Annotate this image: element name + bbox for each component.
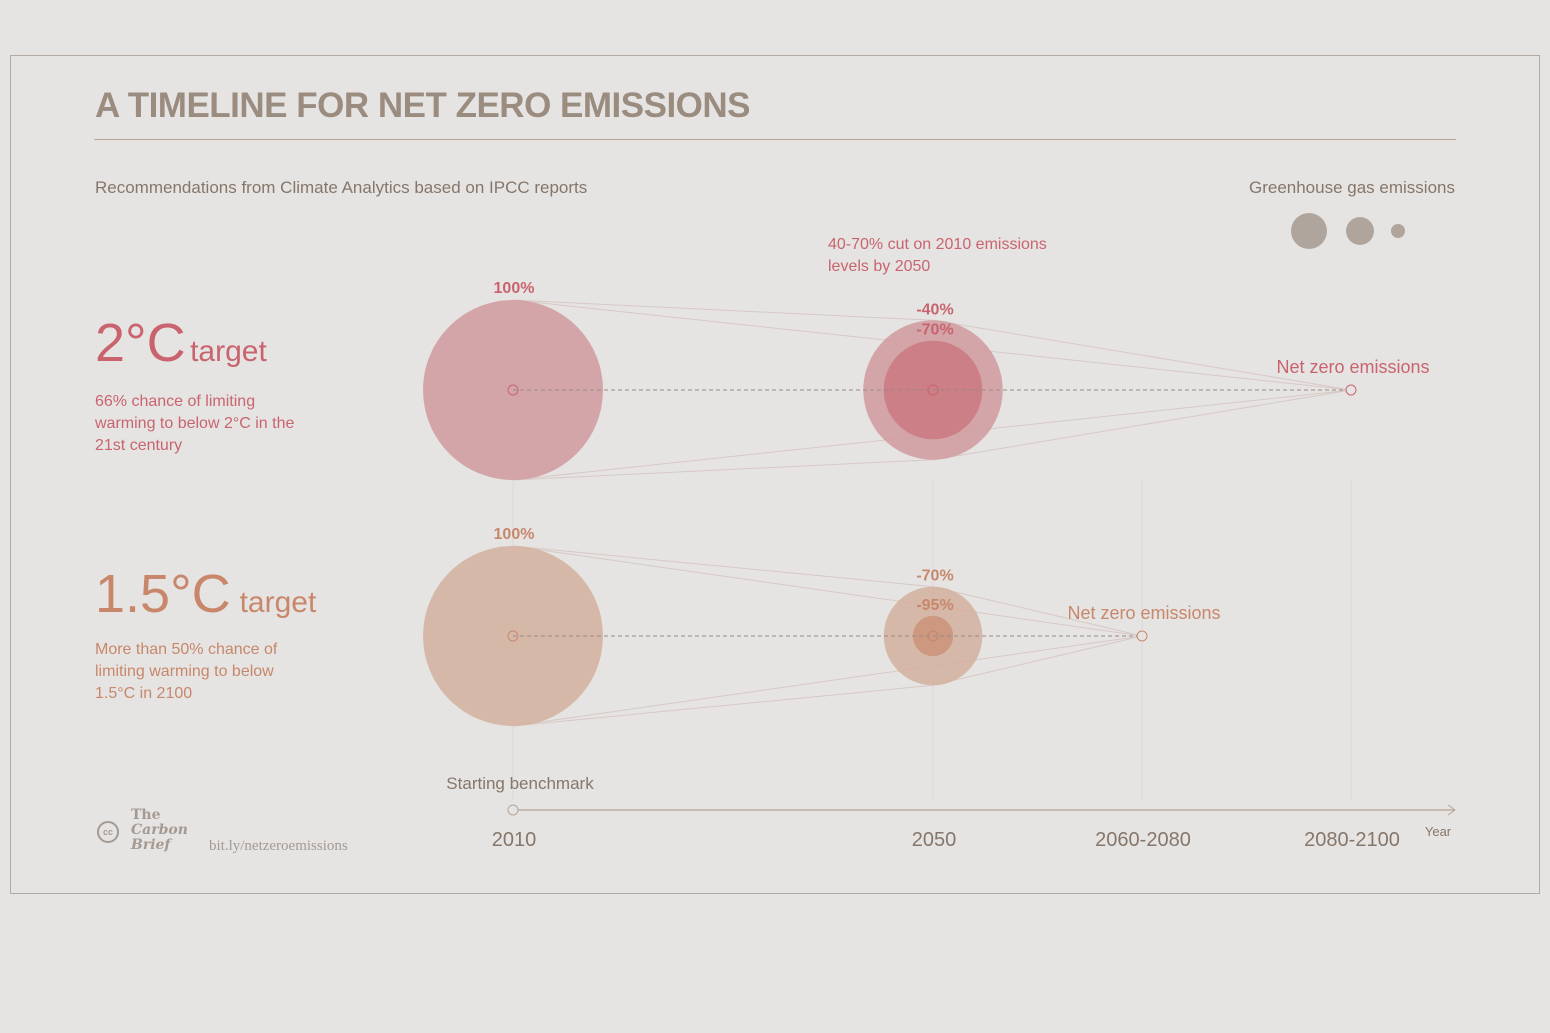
creative-commons-icon: cc	[97, 821, 119, 843]
bubble-label: 100%	[494, 280, 535, 297]
legend-bubble-1	[1346, 217, 1374, 245]
bubble-label: 100%	[494, 526, 535, 543]
target-2c-value: 2°C	[95, 313, 186, 373]
axis-tick-label: 2060-2080	[1095, 829, 1191, 851]
axis-label: Year	[1425, 824, 1452, 839]
connector-line	[932, 586, 1143, 637]
page-title: A TIMELINE FOR NET ZERO EMISSIONS	[95, 86, 751, 125]
net-zero-label: Net zero emissions	[1276, 357, 1429, 377]
bubble-label: -40%	[916, 301, 953, 318]
axis-start-marker	[507, 804, 519, 816]
target-2c-description: 66% chance of limiting warming to below …	[95, 393, 295, 454]
axis-tick-label: 2080-2100	[1304, 829, 1400, 851]
center-marker	[927, 384, 939, 396]
connector-line	[512, 299, 934, 321]
target-15c-label: target	[239, 586, 317, 619]
source-link[interactable]: bit.ly/netzeroemissions	[209, 838, 348, 854]
connector-line	[512, 635, 1143, 727]
target-2c-label: target	[190, 335, 267, 368]
connector-line	[932, 389, 1352, 461]
connector-line	[512, 545, 1143, 637]
connector-line	[932, 635, 1143, 686]
connector-line	[512, 684, 934, 727]
net-zero-marker	[1136, 630, 1148, 642]
infographic-frame	[10, 55, 1540, 894]
axis-tick-label: 2010	[492, 829, 537, 851]
center-marker	[507, 630, 519, 642]
axis-arrow-icon	[1447, 804, 1456, 816]
target-15c-description: More than 50% chance of limiting warming…	[95, 641, 278, 702]
subtitle: Recommendations from Climate Analytics b…	[95, 178, 588, 197]
center-marker	[927, 630, 939, 642]
legend-bubble-0	[1291, 213, 1327, 249]
start-benchmark-label: Starting benchmark	[446, 774, 594, 793]
net-zero-label: Net zero emissions	[1067, 603, 1220, 623]
net-zero-marker	[1345, 384, 1357, 396]
carbon-brief-logo: The Carbon Brief	[131, 807, 188, 853]
title-divider	[94, 139, 1456, 140]
connector-line	[512, 545, 934, 588]
center-marker	[507, 384, 519, 396]
legend-bubble-2	[1391, 224, 1405, 238]
connector-line	[932, 319, 1352, 391]
annotation-2050-cut: 40-70% cut on 2010 emissions levels by 2…	[828, 236, 1047, 275]
target-15c-value: 1.5°C	[95, 564, 231, 624]
connector-line	[512, 459, 934, 481]
legend-label: Greenhouse gas emissions	[1248, 178, 1455, 197]
bubble-label: -70%	[916, 322, 953, 339]
target-15c-heading: 1.5°C target	[95, 563, 316, 625]
target-2c-heading: 2°C target	[95, 312, 267, 374]
axis-tick-label: 2050	[912, 829, 957, 851]
bubble-label: -95%	[916, 597, 953, 614]
bubble-label: -70%	[916, 568, 953, 585]
